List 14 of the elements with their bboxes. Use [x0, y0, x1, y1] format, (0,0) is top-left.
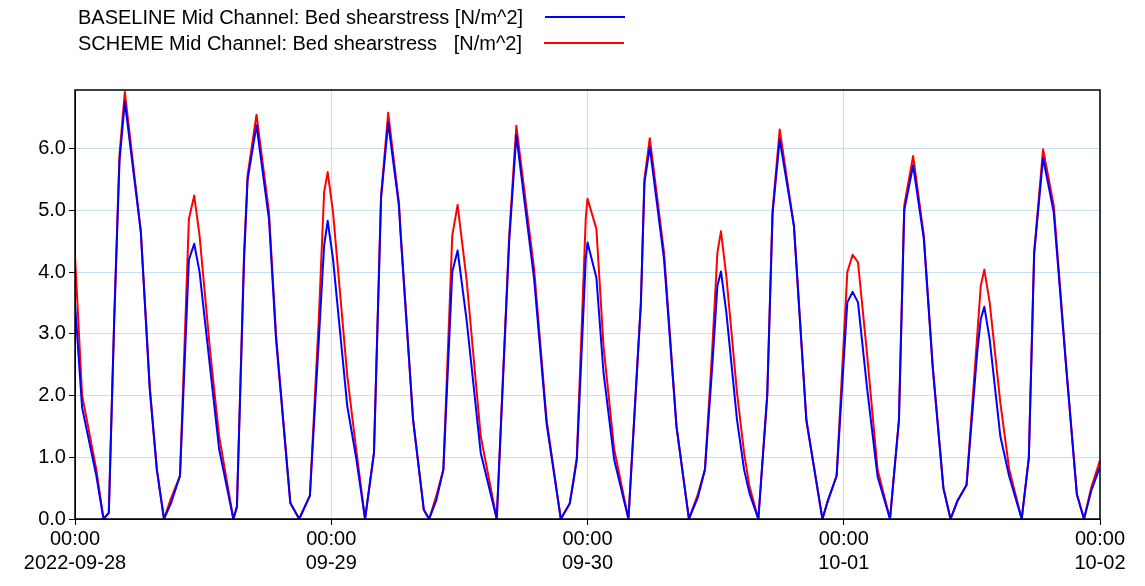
- x-tick-label: 00:00 10-02: [1074, 526, 1126, 573]
- y-tick-label: 1.0: [38, 444, 66, 467]
- y-tick-label: 3.0: [38, 321, 66, 344]
- y-tick-label: 6.0: [38, 136, 66, 159]
- x-tick-label: 00:00 09-29: [305, 526, 357, 573]
- y-tick-label: 5.0: [38, 197, 66, 220]
- legend-label: SCHEME Mid Channel: Bed shearstress [N/m^2]: [78, 31, 522, 55]
- x-tick-label: 00:00 09-30: [561, 526, 614, 573]
- y-tick-label: 2.0: [38, 383, 66, 406]
- x-tick-label: 00:00 2022-09-28: [23, 526, 127, 573]
- y-tick-label: 4.0: [38, 259, 66, 282]
- y-tick-label: 0.0: [38, 506, 66, 529]
- x-tick-label: 00:00 10-01: [818, 526, 870, 573]
- legend-label: BASELINE Mid Channel: Bed shearstress [N/m^2]: [78, 5, 524, 29]
